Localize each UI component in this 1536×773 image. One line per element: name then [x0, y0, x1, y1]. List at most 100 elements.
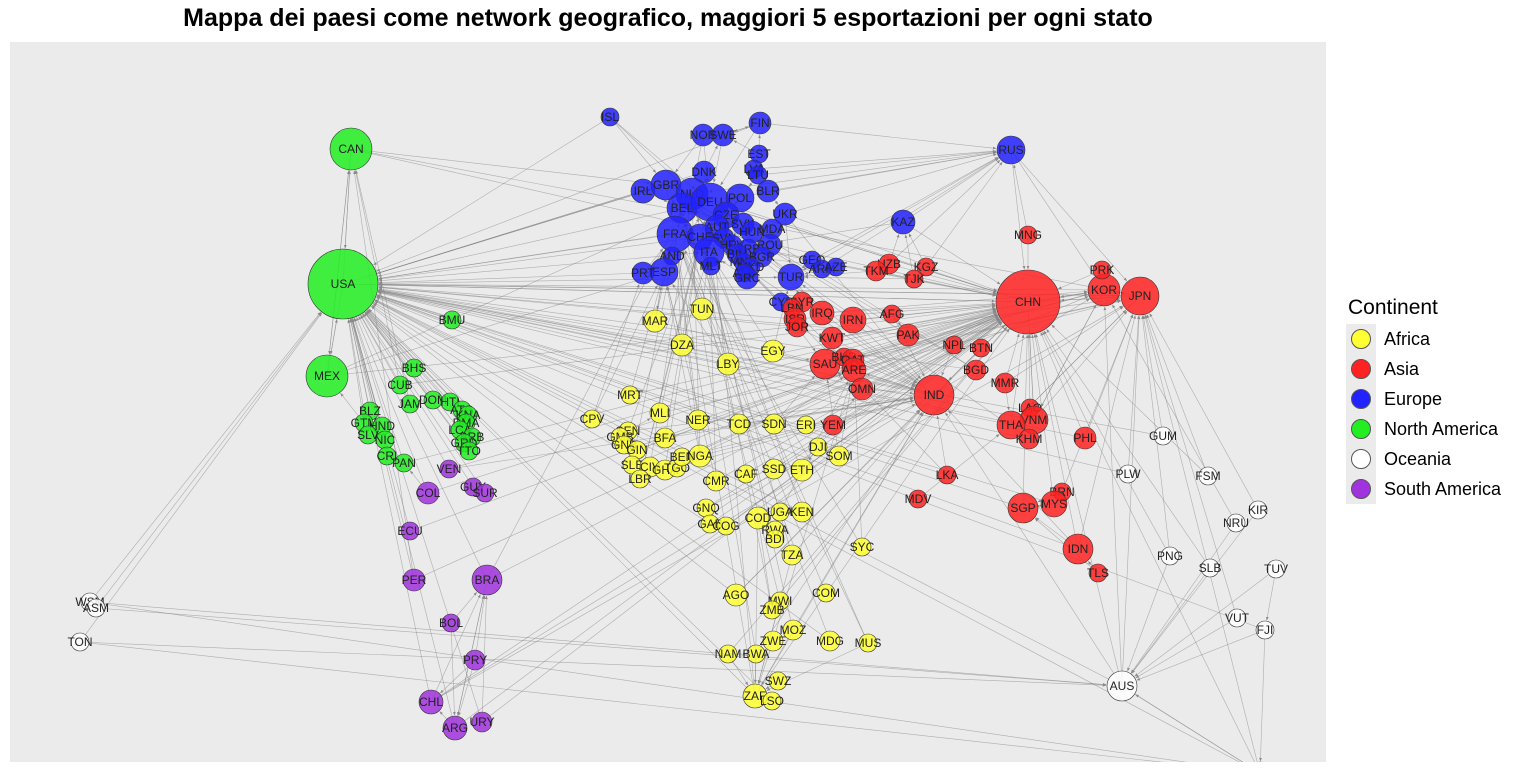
node-circle	[768, 671, 788, 691]
node-label: MRT	[617, 388, 643, 402]
edge-fsm-chn	[1051, 324, 1209, 477]
node-circle	[994, 372, 1016, 394]
edge-kir-jpn	[1149, 313, 1259, 511]
node-label: COM	[812, 586, 840, 600]
node-label: ASM	[83, 601, 109, 615]
node-circle	[773, 202, 797, 226]
node-kgz: KGZ	[914, 257, 938, 277]
edge-tcd-chn	[738, 314, 998, 425]
node-circle	[1088, 563, 1108, 583]
node-label: BRA	[475, 573, 500, 587]
node-label: COG	[712, 519, 739, 533]
node-circle	[762, 691, 782, 711]
node-label: PRT	[631, 266, 655, 280]
node-label: ZAF	[744, 689, 767, 703]
edge-asm-usa	[95, 312, 322, 609]
node-circle	[402, 568, 426, 592]
node-label: NRU	[1223, 516, 1249, 530]
edge-irq-ind	[821, 312, 918, 383]
node-nam: NAM	[715, 644, 741, 664]
node-mrt: MRT	[617, 385, 644, 405]
node-label: BEN	[670, 450, 695, 464]
edge-yem-chn	[832, 319, 1001, 426]
node-label: ISL	[601, 110, 619, 124]
node-circle	[439, 459, 459, 479]
node-circle	[630, 469, 650, 489]
node-label: AGO	[723, 588, 750, 602]
node-label: HND	[369, 419, 395, 433]
edge-uzb-chn	[888, 263, 997, 294]
node-label: BFA	[654, 431, 677, 445]
node-label: DNK	[691, 165, 716, 179]
node-label: KHM	[1016, 432, 1043, 446]
node-label: MLI	[650, 406, 670, 420]
node-sur: SUR	[472, 483, 498, 503]
node-cpv: CPV	[580, 409, 604, 429]
node-yem: YEM	[820, 414, 846, 436]
edge-eri-chn	[805, 317, 1000, 426]
node-cmr: CMR	[702, 470, 730, 492]
edge-vnm-jpn	[1033, 310, 1128, 421]
node-label: IDN	[1068, 542, 1089, 556]
edge-mng-rus	[1013, 164, 1029, 236]
node-chn: CHN	[995, 269, 1061, 335]
node-label: DJI	[809, 440, 827, 454]
node-label: SLE	[621, 458, 644, 472]
node-label: CMR	[702, 474, 730, 488]
edge-ton-aus	[79, 641, 1107, 687]
node-ben: BEN	[670, 447, 695, 467]
node-label: BTN	[969, 341, 993, 355]
node-circle	[816, 583, 836, 603]
node-btn: BTN	[969, 338, 993, 358]
node-circle	[1153, 426, 1173, 446]
node-zwe: ZWE	[760, 630, 786, 652]
node-ton: TON	[67, 632, 93, 652]
node-gab: GAB	[697, 514, 723, 534]
node-slb: SLB	[1199, 558, 1221, 578]
node-circle	[820, 326, 844, 350]
node-circle	[600, 107, 620, 127]
node-circle	[763, 413, 785, 435]
node-dnk: DNK	[691, 160, 717, 184]
node-label: TUN	[690, 302, 715, 316]
edge-arg-usa	[351, 318, 456, 729]
node-tuv: TUV	[1264, 559, 1288, 579]
edge-fji-aus	[1136, 629, 1266, 681]
node-ago: AGO	[723, 583, 750, 607]
node-circle	[358, 425, 378, 445]
node-circle	[394, 453, 414, 473]
node-circle	[782, 619, 804, 641]
node-cub: CUB	[387, 375, 413, 395]
node-label: TON	[67, 635, 92, 649]
edge-mdg-usa	[371, 305, 831, 642]
node-arg: ARG	[442, 715, 468, 741]
legend-swatch-asia	[1351, 359, 1371, 379]
edge-qat-chn	[852, 312, 998, 361]
node-egy: EGY	[760, 339, 786, 363]
node-plw: PLW	[1115, 464, 1141, 484]
node-tjk: TJK	[903, 269, 925, 289]
node-label: MLT	[699, 259, 723, 273]
node-label: IRL	[634, 184, 653, 198]
edge-kgz-rus	[925, 161, 1003, 268]
node-label: FIN	[750, 116, 769, 130]
node-circle	[736, 464, 756, 484]
node-label: DZA	[670, 338, 694, 352]
edge-sdn-sau	[773, 375, 815, 425]
node-irl: IRL	[630, 178, 656, 204]
edge-are-jpn	[853, 300, 1121, 371]
node-hnd: HND	[369, 416, 395, 436]
node-ind: IND	[913, 374, 955, 416]
edge-sdn-are	[773, 377, 844, 425]
node-circle	[459, 441, 479, 461]
edge-isl-usa	[373, 116, 611, 266]
edge-tcd-usa	[376, 295, 740, 425]
node-circle	[971, 338, 991, 358]
node-circle	[761, 339, 785, 363]
edge-rus-chn	[1010, 149, 1026, 270]
node-circle	[748, 111, 772, 135]
node-zaf: ZAF	[742, 683, 768, 709]
node-label: ARG	[442, 721, 468, 735]
node-label: GNQ	[692, 501, 719, 515]
node-circle	[735, 266, 759, 290]
